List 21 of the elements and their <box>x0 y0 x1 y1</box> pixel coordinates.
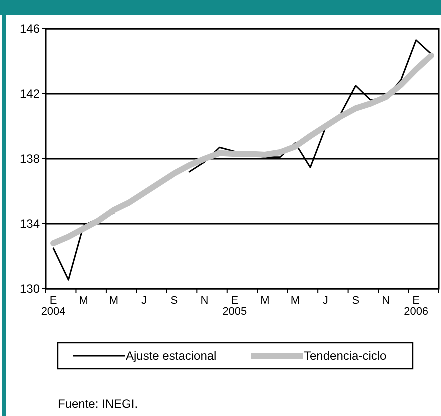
x-tick-label: E 2006 <box>404 295 429 318</box>
x-tick-label: S <box>352 295 360 307</box>
x-tick-label: E 2005 <box>222 295 248 318</box>
x-tick-label: M <box>260 295 270 307</box>
y-tick-label: 142 <box>20 87 40 102</box>
x-tick-label: M <box>290 295 300 307</box>
y-tick-label: 130 <box>20 282 40 296</box>
source-note: Fuente: INEGI. <box>58 397 138 411</box>
legend-label: Tendencia-ciclo <box>304 349 388 364</box>
x-tick-label: M <box>109 295 119 307</box>
y-tick-label: 146 <box>20 22 40 36</box>
x-tick-label: N <box>382 295 390 307</box>
x-tick-label: S <box>170 295 178 307</box>
x-tick-label: J <box>322 295 328 307</box>
x-tick-label: N <box>200 295 209 307</box>
x-tick-label: E 2004 <box>41 295 66 318</box>
x-tick-label: J <box>142 295 147 307</box>
y-tick-label: 134 <box>20 217 40 232</box>
legend-label: Ajuste estacional <box>126 349 217 364</box>
y-tick-label: 138 <box>20 152 40 166</box>
x-tick-label: M <box>79 295 88 307</box>
